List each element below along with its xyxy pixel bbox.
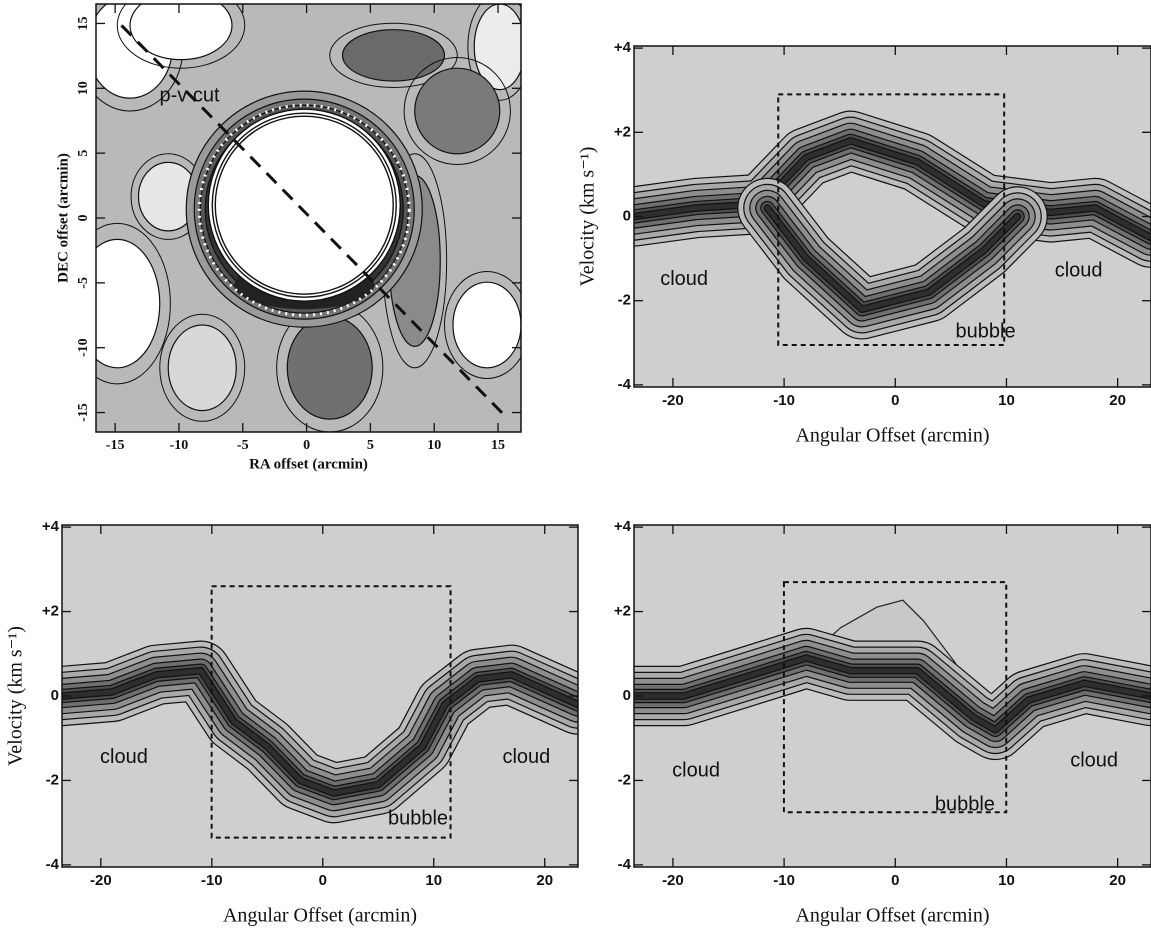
panel: p-v cut -15 -10 -5 0 5 10 15 -15 -10 -5 0 5 10 15 RA of… [55,3,522,472]
x-tick-label: 0 [891,392,899,409]
contour-blob [129,4,233,61]
x-tick-label: 5 [367,438,374,453]
x-tick-label: -10 [773,392,795,409]
contour-blob [167,324,237,412]
x-tick-label: -15 [106,438,125,453]
contour-blob [467,4,521,101]
x-tick-label: 10 [427,438,441,453]
y-tick-label: -4 [618,856,632,873]
y-tick-label: 5 [76,150,91,157]
y-tick-label: +2 [614,603,631,620]
ring-contour [214,115,394,295]
contour-blob [341,29,446,82]
y-axis-label: DEC offset (arcmin) [55,153,71,283]
y-tick-label: 0 [623,687,631,704]
contour-blob [414,67,501,155]
bubble-box [777,93,1006,347]
contour-blob [329,22,458,88]
y-axis-label: Velocity (km s⁻¹) [5,626,27,766]
y-tick-label: 0 [51,687,59,704]
y-tick-label: -5 [76,277,91,289]
image [62,525,578,867]
x-tick-label: 10 [998,392,1015,409]
bubble-box [782,581,1008,814]
contour-band [634,655,1151,733]
image [634,46,1151,387]
annotation: cloud [672,760,720,782]
contour-blob [96,238,161,369]
x-tick-label: 10 [998,872,1015,889]
bubble-box [210,585,452,839]
x-tick-label: 0 [319,872,327,889]
annotation: bubble [935,794,995,816]
image [96,4,521,432]
y-tick-label: 15 [76,16,91,30]
annotation: bubble [388,807,448,829]
y-tick-label: -2 [618,771,631,788]
y-tick-label: 0 [623,207,631,224]
contour-blob [403,57,511,165]
annotation: cloud [100,746,148,768]
annotation: p-v cut [159,84,219,106]
y-axis-label: Velocity (km s⁻¹) [577,147,599,287]
y-tick-label: -2 [46,771,59,788]
x-tick-label: -20 [90,872,112,889]
annotation: bubble [956,321,1016,343]
y-tick-label: +2 [42,603,59,620]
y-tick-label: 10 [76,81,91,95]
y-tick-label: -10 [76,338,91,357]
x-axis-label: RA offset (arcmin) [249,456,368,472]
y-tick-label: +4 [42,518,60,535]
x-axis-label: Angular Offset (arcmin) [795,905,989,927]
x-tick-label: -10 [201,872,223,889]
annotation: cloud [660,268,708,290]
dotted-circle [197,103,411,317]
y-tick-label: -2 [618,292,631,309]
y-tick-label: -15 [76,403,91,422]
x-tick-label: 20 [536,872,553,889]
contour-blob [286,315,373,420]
image [634,525,1151,867]
x-tick-label: 0 [303,438,310,453]
contour-band [62,668,578,796]
annotation: cloud [1055,259,1103,281]
x-axis-label: Angular Offset (arcmin) [223,905,417,927]
x-tick-label: 0 [891,872,899,889]
y-tick-label: +4 [614,39,632,56]
y-tick-label: -4 [618,376,632,393]
y-tick-label: +4 [614,518,632,535]
contour-blob [116,4,246,69]
contour-blob [96,222,171,385]
contour-blob [444,271,521,379]
annotation: cloud [1070,749,1118,771]
x-axis-label: Angular Offset (arcmin) [795,425,989,447]
y-tick-label: +2 [614,123,631,140]
x-tick-label: 20 [1109,872,1126,889]
contour-blob [452,281,521,369]
x-tick-label: 15 [491,438,505,453]
annotation: cloud [502,746,550,768]
contour-band [634,138,1151,241]
y-tick-label: -4 [46,856,60,873]
x-tick-label: 20 [1109,392,1126,409]
y-tick-label: 0 [76,215,91,222]
x-tick-label: -5 [237,438,249,453]
contour-band [764,205,1021,312]
x-tick-label: -20 [662,872,684,889]
x-tick-label: -10 [170,438,189,453]
x-tick-label: 10 [425,872,442,889]
x-tick-label: -10 [773,872,795,889]
contour-blob [159,313,246,422]
x-tick-label: -20 [662,392,684,409]
